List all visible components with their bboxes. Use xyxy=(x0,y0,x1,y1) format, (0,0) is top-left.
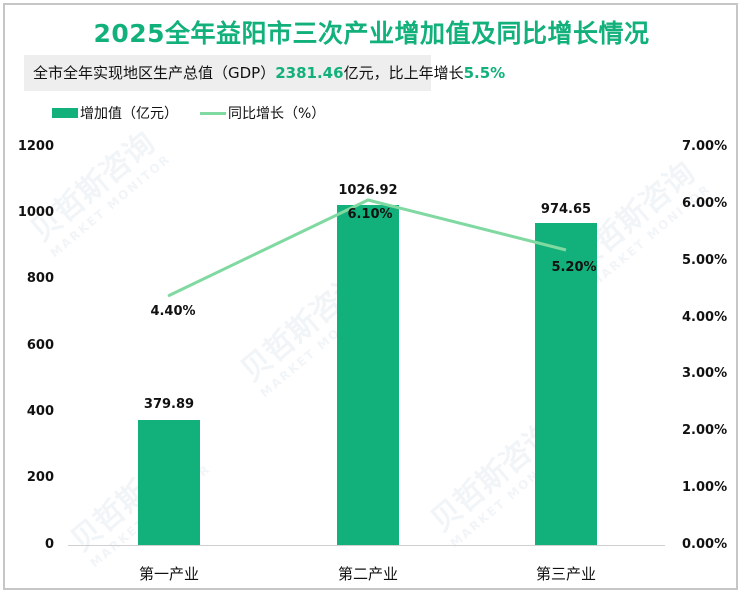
bar-swatch-icon xyxy=(52,108,78,118)
left-axis-tick: 1000 xyxy=(17,205,54,220)
right-axis-tick: 5.00% xyxy=(682,253,728,268)
growth-point-label: 6.10% xyxy=(347,207,393,222)
gdp-growth: 5.5% xyxy=(463,64,506,82)
line-swatch-icon xyxy=(200,111,226,115)
growth-point-label: 4.40% xyxy=(150,304,196,319)
left-axis-tick: 1200 xyxy=(17,139,54,154)
left-axis-tick: 600 xyxy=(26,338,54,353)
right-axis-tick: 4.00% xyxy=(682,310,728,325)
left-axis-tick: 200 xyxy=(26,470,54,485)
legend-item-bar[interactable]: 增加值（亿元） xyxy=(52,103,178,123)
right-axis-tick: 7.00% xyxy=(682,139,728,154)
right-axis-tick: 1.00% xyxy=(682,480,728,495)
legend-line-label: 同比增长（%） xyxy=(228,106,326,122)
right-axis-tick: 2.00% xyxy=(682,423,728,438)
x-axis-line xyxy=(68,545,665,546)
bar-tertiary-industry[interactable] xyxy=(535,223,597,545)
bar-value-label: 1026.92 xyxy=(338,183,398,198)
chart-title: 2025全年益阳市三次产业增加值及同比增长情况 xyxy=(93,19,650,48)
subtitle-middle: 亿元，比上年增长 xyxy=(343,64,464,82)
category-label: 第二产业 xyxy=(337,565,398,583)
right-axis-tick: 0.00% xyxy=(682,537,728,552)
bar-secondary-industry[interactable] xyxy=(337,205,399,545)
subtitle-prefix: 全市全年实现地区生产总值（GDP） xyxy=(33,64,276,82)
right-axis-tick: 6.00% xyxy=(682,196,728,211)
chart-subtitle: 全市全年实现地区生产总值（GDP）2381.46亿元，比上年增长5.5% xyxy=(24,55,505,91)
right-axis-tick: 3.00% xyxy=(682,366,728,381)
bar-primary-industry[interactable] xyxy=(138,420,200,545)
bar-value-label: 974.65 xyxy=(540,202,592,217)
left-axis-tick: 800 xyxy=(26,271,54,286)
gdp-value: 2381.46 xyxy=(275,64,344,82)
legend-bar-label: 增加值（亿元） xyxy=(80,106,178,122)
category-label: 第三产业 xyxy=(535,565,596,583)
legend-item-line[interactable]: 同比增长（%） xyxy=(200,103,325,123)
legend: 增加值（亿元） 同比增长（%） xyxy=(52,103,347,123)
category-label: 第一产业 xyxy=(138,565,199,583)
left-axis-tick: 0 xyxy=(44,537,54,552)
growth-point-label: 5.20% xyxy=(551,260,597,275)
bar-value-label: 379.89 xyxy=(143,397,195,412)
left-axis-tick: 400 xyxy=(26,404,54,419)
